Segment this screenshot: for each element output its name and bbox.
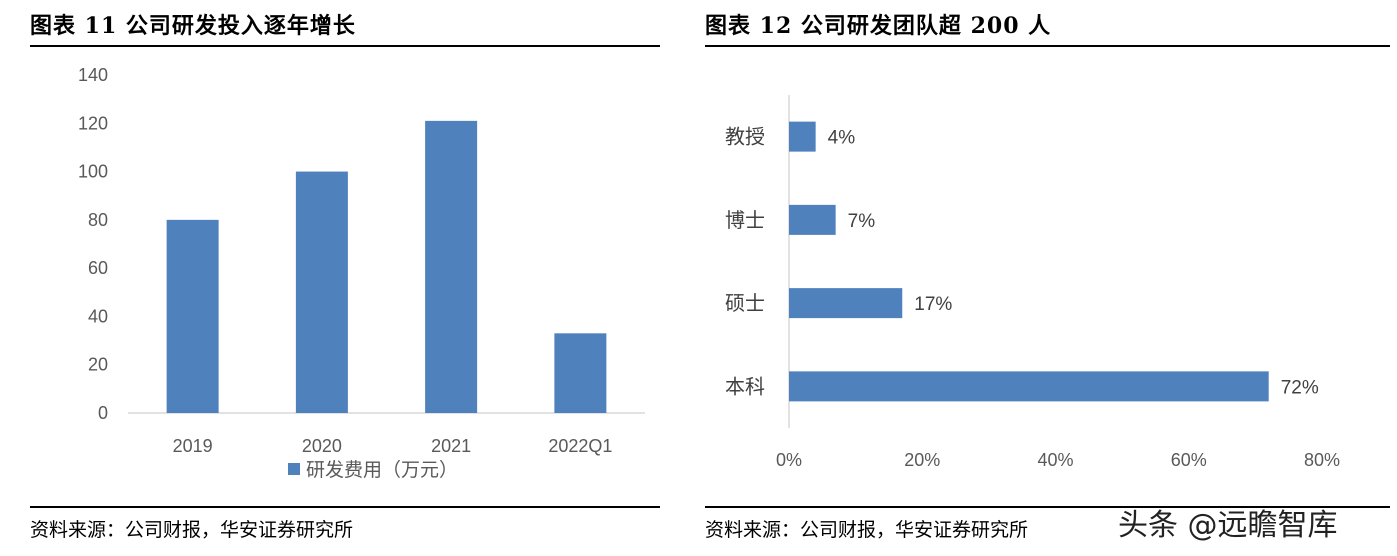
- bar: [166, 219, 219, 413]
- left-chart-title: 图表 11 公司研发投入逐年增长: [30, 13, 356, 39]
- bar: [789, 371, 1269, 402]
- bar: [295, 171, 348, 413]
- y-tick-label: 20: [88, 355, 108, 375]
- x-tick-label: 20%: [904, 450, 940, 470]
- category-label: 本科: [725, 374, 765, 398]
- bar: [554, 333, 607, 413]
- y-tick-label: 40: [88, 306, 108, 326]
- legend-swatch: [288, 463, 300, 475]
- category-label: 硕士: [725, 291, 765, 315]
- x-tick-label: 60%: [1171, 450, 1207, 470]
- right-source-note: 资料来源：公司财报，华安证券研究所: [705, 519, 1029, 541]
- x-tick-label: 2020: [302, 436, 342, 456]
- y-tick-label: 80: [88, 210, 108, 230]
- y-tick-label: 120: [78, 113, 108, 133]
- y-tick-label: 0: [98, 403, 108, 423]
- x-tick-label: 2022Q1: [548, 436, 612, 456]
- y-tick-label: 100: [78, 162, 108, 182]
- x-tick-label: 40%: [1037, 450, 1073, 470]
- bar: [789, 288, 903, 319]
- category-label: 博士: [725, 208, 765, 232]
- category-label: 教授: [725, 125, 765, 149]
- right-chart-title: 图表 12 公司研发团队超 200 人: [705, 13, 1052, 39]
- data-label: 7%: [848, 211, 876, 232]
- y-tick-label: 140: [78, 65, 108, 85]
- right-title-rule: [705, 45, 1390, 47]
- x-tick-label: 0%: [776, 450, 802, 470]
- left-source-rule: [30, 506, 660, 508]
- legend-label: 研发费用（万元）: [306, 459, 458, 481]
- left-source-note: 资料来源：公司财报，华安证券研究所: [30, 519, 354, 541]
- right-source-rule: [705, 506, 1390, 508]
- x-tick-label: 2019: [173, 436, 213, 456]
- y-tick-label: 60: [88, 258, 108, 278]
- x-tick-label: 80%: [1304, 450, 1340, 470]
- bar: [789, 121, 816, 152]
- data-label: 72%: [1281, 377, 1319, 398]
- bar: [789, 204, 836, 235]
- bar: [425, 120, 478, 413]
- watermark-text: 头条 @远瞻智库: [1118, 508, 1338, 543]
- left-title-rule: [30, 45, 660, 47]
- data-label: 4%: [828, 128, 856, 149]
- data-label: 17%: [914, 294, 952, 315]
- x-tick-label: 2021: [431, 436, 471, 456]
